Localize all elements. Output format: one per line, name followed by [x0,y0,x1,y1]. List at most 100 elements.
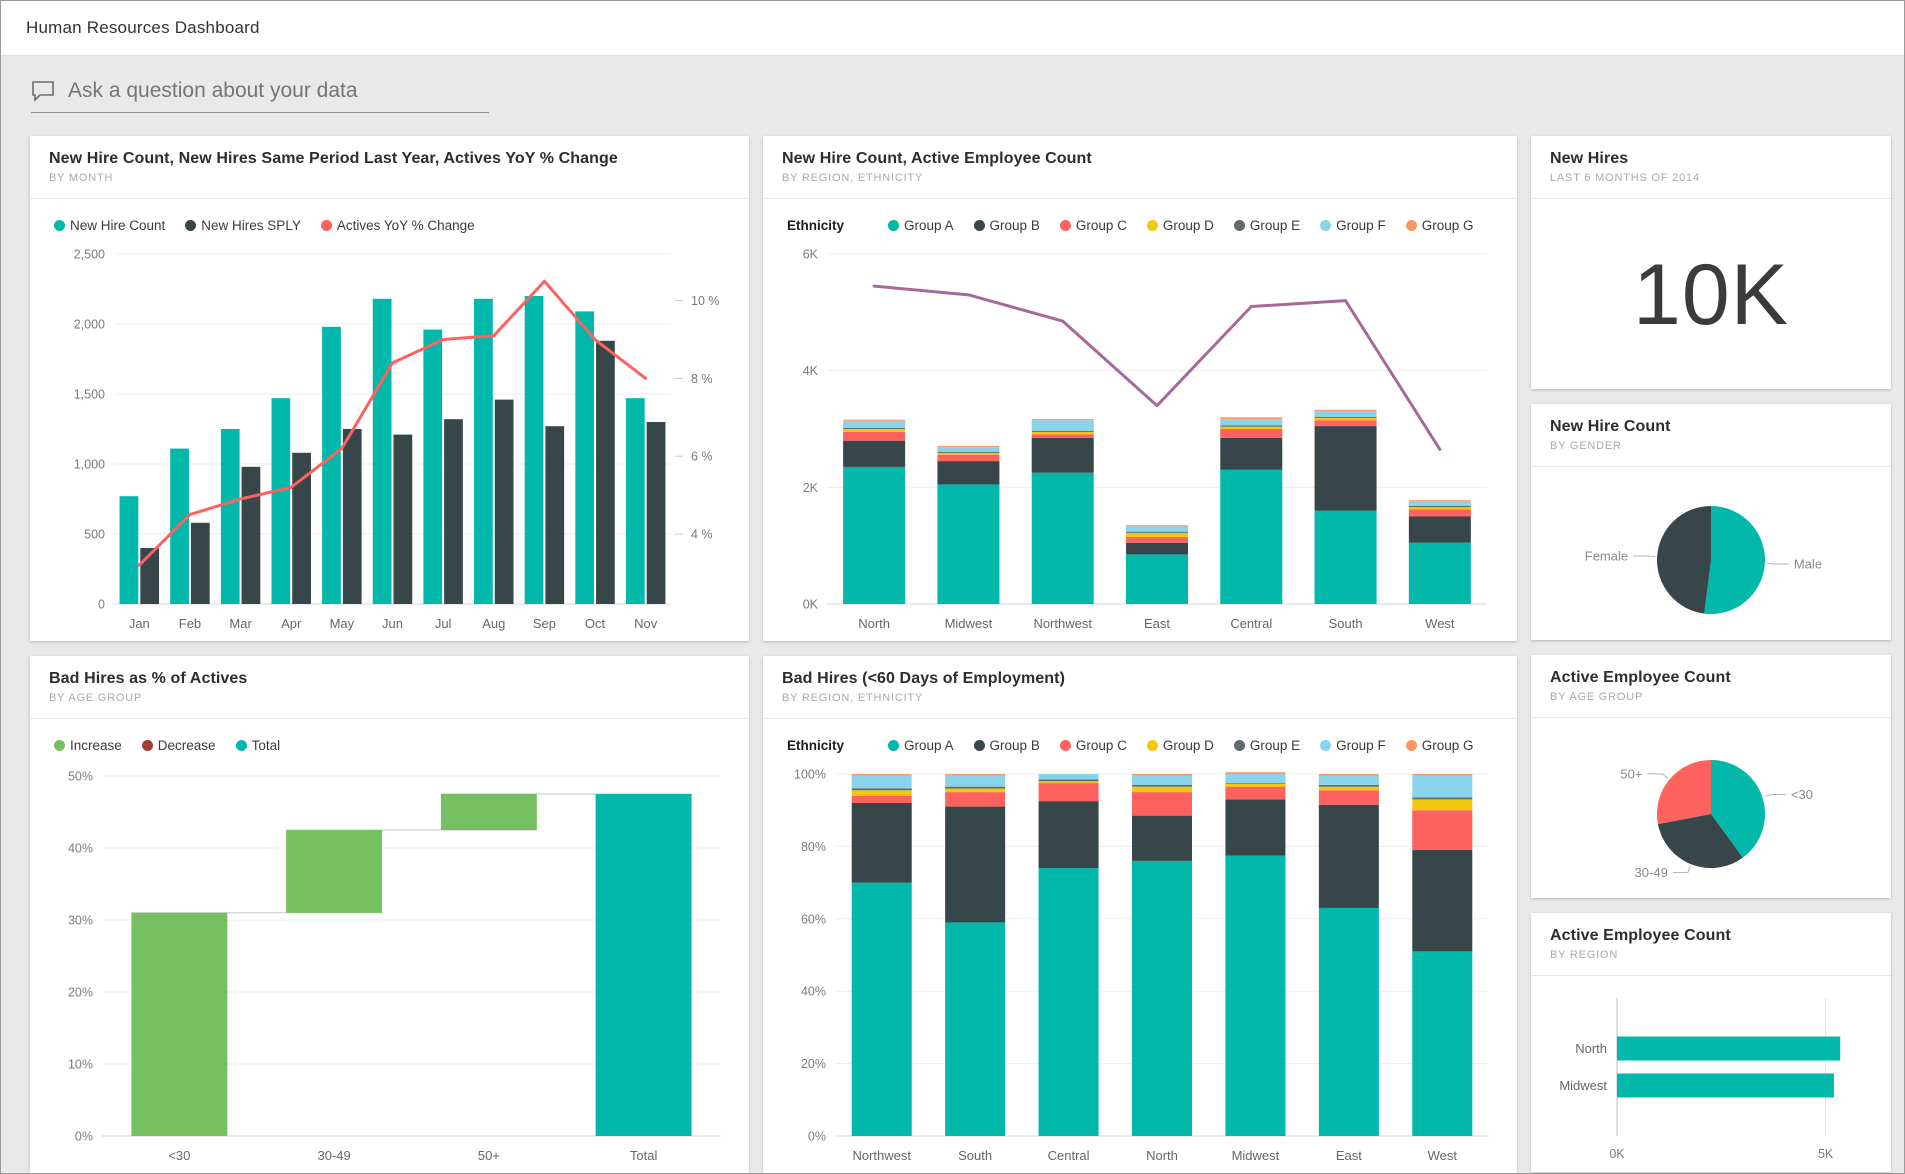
stacked-segment[interactable] [1408,500,1471,502]
bar[interactable] [423,329,443,604]
legend-item[interactable]: Group E [1233,218,1300,233]
stacked-segment[interactable] [851,802,912,883]
bar[interactable] [625,398,645,604]
pie-slice[interactable] [1704,506,1765,614]
stacked-segment[interactable] [945,786,1006,789]
stacked-segment[interactable] [1318,804,1379,908]
tile-new-hires-card[interactable]: New Hires LAST 6 MONTHS OF 2014 10K [1531,136,1891,389]
legend-item[interactable]: Group D [1146,738,1214,753]
stacked-segment[interactable] [1126,554,1188,604]
stacked-segment[interactable] [1412,850,1473,952]
legend-item[interactable]: Group G [1405,218,1473,233]
stacked-segment[interactable] [1038,868,1099,1136]
legend-item[interactable]: Group B [973,738,1040,753]
bar[interactable] [342,429,362,604]
stacked-segment[interactable] [1038,801,1099,869]
stacked-segment[interactable] [1314,420,1377,427]
stacked-segment[interactable] [945,806,1006,923]
stacked-segment[interactable] [1412,799,1473,811]
stacked-segment[interactable] [1220,417,1283,420]
stacked-segment[interactable] [851,795,912,803]
stacked-segment[interactable] [1412,774,1473,776]
legend-item[interactable]: Group E [1233,738,1300,753]
stacked-segment[interactable] [937,451,1000,453]
stacked-segment[interactable] [843,466,906,604]
bar[interactable] [286,830,383,913]
legend-item[interactable]: Group C [1059,738,1127,753]
stacked-segment[interactable] [945,775,1006,787]
stacked-segment[interactable] [945,792,1006,807]
stacked-segment[interactable] [1132,860,1192,1136]
stacked-segment[interactable] [1132,775,1192,785]
stacked-segment[interactable] [1132,786,1192,793]
bar[interactable] [393,434,413,604]
stacked-segment[interactable] [937,484,1000,604]
bar[interactable] [440,794,537,830]
stacked-segment[interactable] [1132,815,1192,861]
bar[interactable] [140,548,160,604]
stacked-segment[interactable] [1220,437,1283,470]
bar[interactable] [190,522,210,604]
bar[interactable] [474,298,493,604]
stacked-segment[interactable] [1318,786,1379,791]
legend-item[interactable]: Group C [1059,218,1127,233]
legend-item[interactable]: Group B [973,218,1040,233]
legend-item[interactable]: Actives YoY % Change [320,218,475,233]
stacked-segment[interactable] [1031,434,1094,438]
legend-item[interactable]: Group A [888,738,954,753]
stacked-segment[interactable] [1314,510,1377,604]
stacked-segment[interactable] [1408,542,1471,604]
legend-item[interactable]: Group D [1146,218,1214,233]
stacked-segment[interactable] [945,788,1006,793]
stacked-segment[interactable] [937,447,1000,452]
tile-active-employees-by-age-group[interactable]: Active Employee Count BY AGE GROUP <30 30… [1531,655,1891,898]
stacked-segment[interactable] [945,922,1006,1136]
stacked-segment[interactable] [1038,779,1099,782]
bar[interactable] [545,426,565,604]
stacked-segment[interactable] [1225,799,1286,856]
legend-item[interactable]: Group G [1405,738,1473,753]
stacked-segment[interactable] [1408,507,1471,510]
stacked-segment[interactable] [1412,775,1473,798]
stacked-segment[interactable] [843,429,906,432]
bar[interactable] [595,794,692,1136]
tile-new-hire-count-by-gender[interactable]: New Hire Count BY GENDER Male Female [1531,404,1891,640]
legend-item[interactable]: Group F [1320,738,1386,753]
stacked-segment[interactable] [851,882,912,1136]
tile-new-hire-count-by-month[interactable]: New Hire Count, New Hires Same Period La… [30,136,749,641]
bar[interactable] [1617,1073,1834,1098]
stacked-segment[interactable] [1225,783,1286,787]
stacked-segment[interactable] [1225,772,1286,774]
stacked-segment[interactable] [1318,774,1379,776]
stacked-segment[interactable] [1038,783,1099,802]
stacked-segment[interactable] [1314,410,1377,417]
stacked-segment[interactable] [1031,472,1094,604]
tile-bad-hires-by-age-group[interactable]: Bad Hires as % of Actives BY AGE GROUP I… [30,656,749,1173]
legend-item[interactable]: Group A [888,218,954,233]
stacked-segment[interactable] [1031,437,1094,473]
pie-slice[interactable] [1657,506,1711,614]
legend-item[interactable]: Decrease [141,738,216,753]
legend-item[interactable]: Increase [54,738,122,753]
bar[interactable] [444,419,463,604]
stacked-segment[interactable] [1126,536,1188,543]
stacked-segment[interactable] [1031,419,1094,421]
stacked-segment[interactable] [1408,501,1471,506]
stacked-segment[interactable] [937,445,1000,448]
bar[interactable] [646,422,666,604]
stacked-segment[interactable] [1412,797,1473,800]
stacked-segment[interactable] [1318,775,1379,785]
stacked-segment[interactable] [1126,542,1188,555]
bar[interactable] [596,340,615,604]
stacked-segment[interactable] [1318,907,1379,1136]
stacked-segment[interactable] [851,788,912,791]
pie-slice[interactable] [1657,760,1711,825]
stacked-segment[interactable] [851,774,912,776]
tile-bad-hires-by-region-ethnicity[interactable]: Bad Hires (<60 Days of Employment) BY RE… [763,656,1517,1173]
line-series[interactable] [137,279,648,567]
stacked-segment[interactable] [1132,792,1192,816]
stacked-segment[interactable] [1408,506,1471,508]
pie-slice[interactable] [1711,760,1765,858]
stacked-segment[interactable] [1318,784,1379,787]
stacked-segment[interactable] [937,461,1000,485]
